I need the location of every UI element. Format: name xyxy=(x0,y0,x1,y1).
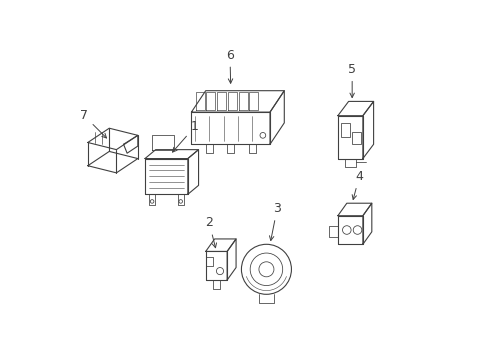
Text: 4: 4 xyxy=(352,170,363,199)
Text: 6: 6 xyxy=(226,49,234,83)
Text: 5: 5 xyxy=(348,63,356,98)
Bar xyxy=(342,123,350,137)
Text: 7: 7 xyxy=(80,109,106,138)
Text: 1: 1 xyxy=(172,120,199,152)
Text: 2: 2 xyxy=(205,216,217,248)
Text: 3: 3 xyxy=(270,202,281,240)
Bar xyxy=(352,132,361,144)
